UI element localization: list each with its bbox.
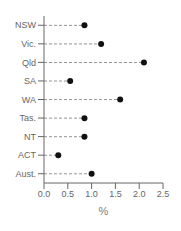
svg-text:0.0: 0.0 (38, 189, 51, 199)
svg-text:2.5: 2.5 (157, 189, 170, 199)
svg-text:Qld: Qld (22, 58, 36, 68)
svg-text:1.0: 1.0 (85, 189, 98, 199)
svg-text:Vic.: Vic. (21, 39, 36, 49)
svg-text:1.5: 1.5 (109, 189, 122, 199)
svg-text:2.0: 2.0 (133, 189, 146, 199)
svg-text:NSW: NSW (15, 20, 37, 30)
svg-text:0.5: 0.5 (62, 189, 75, 199)
svg-text:ACT: ACT (18, 150, 37, 160)
svg-text:Aust.: Aust. (15, 169, 36, 179)
svg-text:WA: WA (22, 95, 36, 105)
svg-text:SA: SA (24, 76, 36, 86)
svg-text:Tas.: Tas. (19, 113, 36, 123)
svg-text:NT: NT (24, 132, 36, 142)
svg-text:%: % (99, 205, 109, 217)
